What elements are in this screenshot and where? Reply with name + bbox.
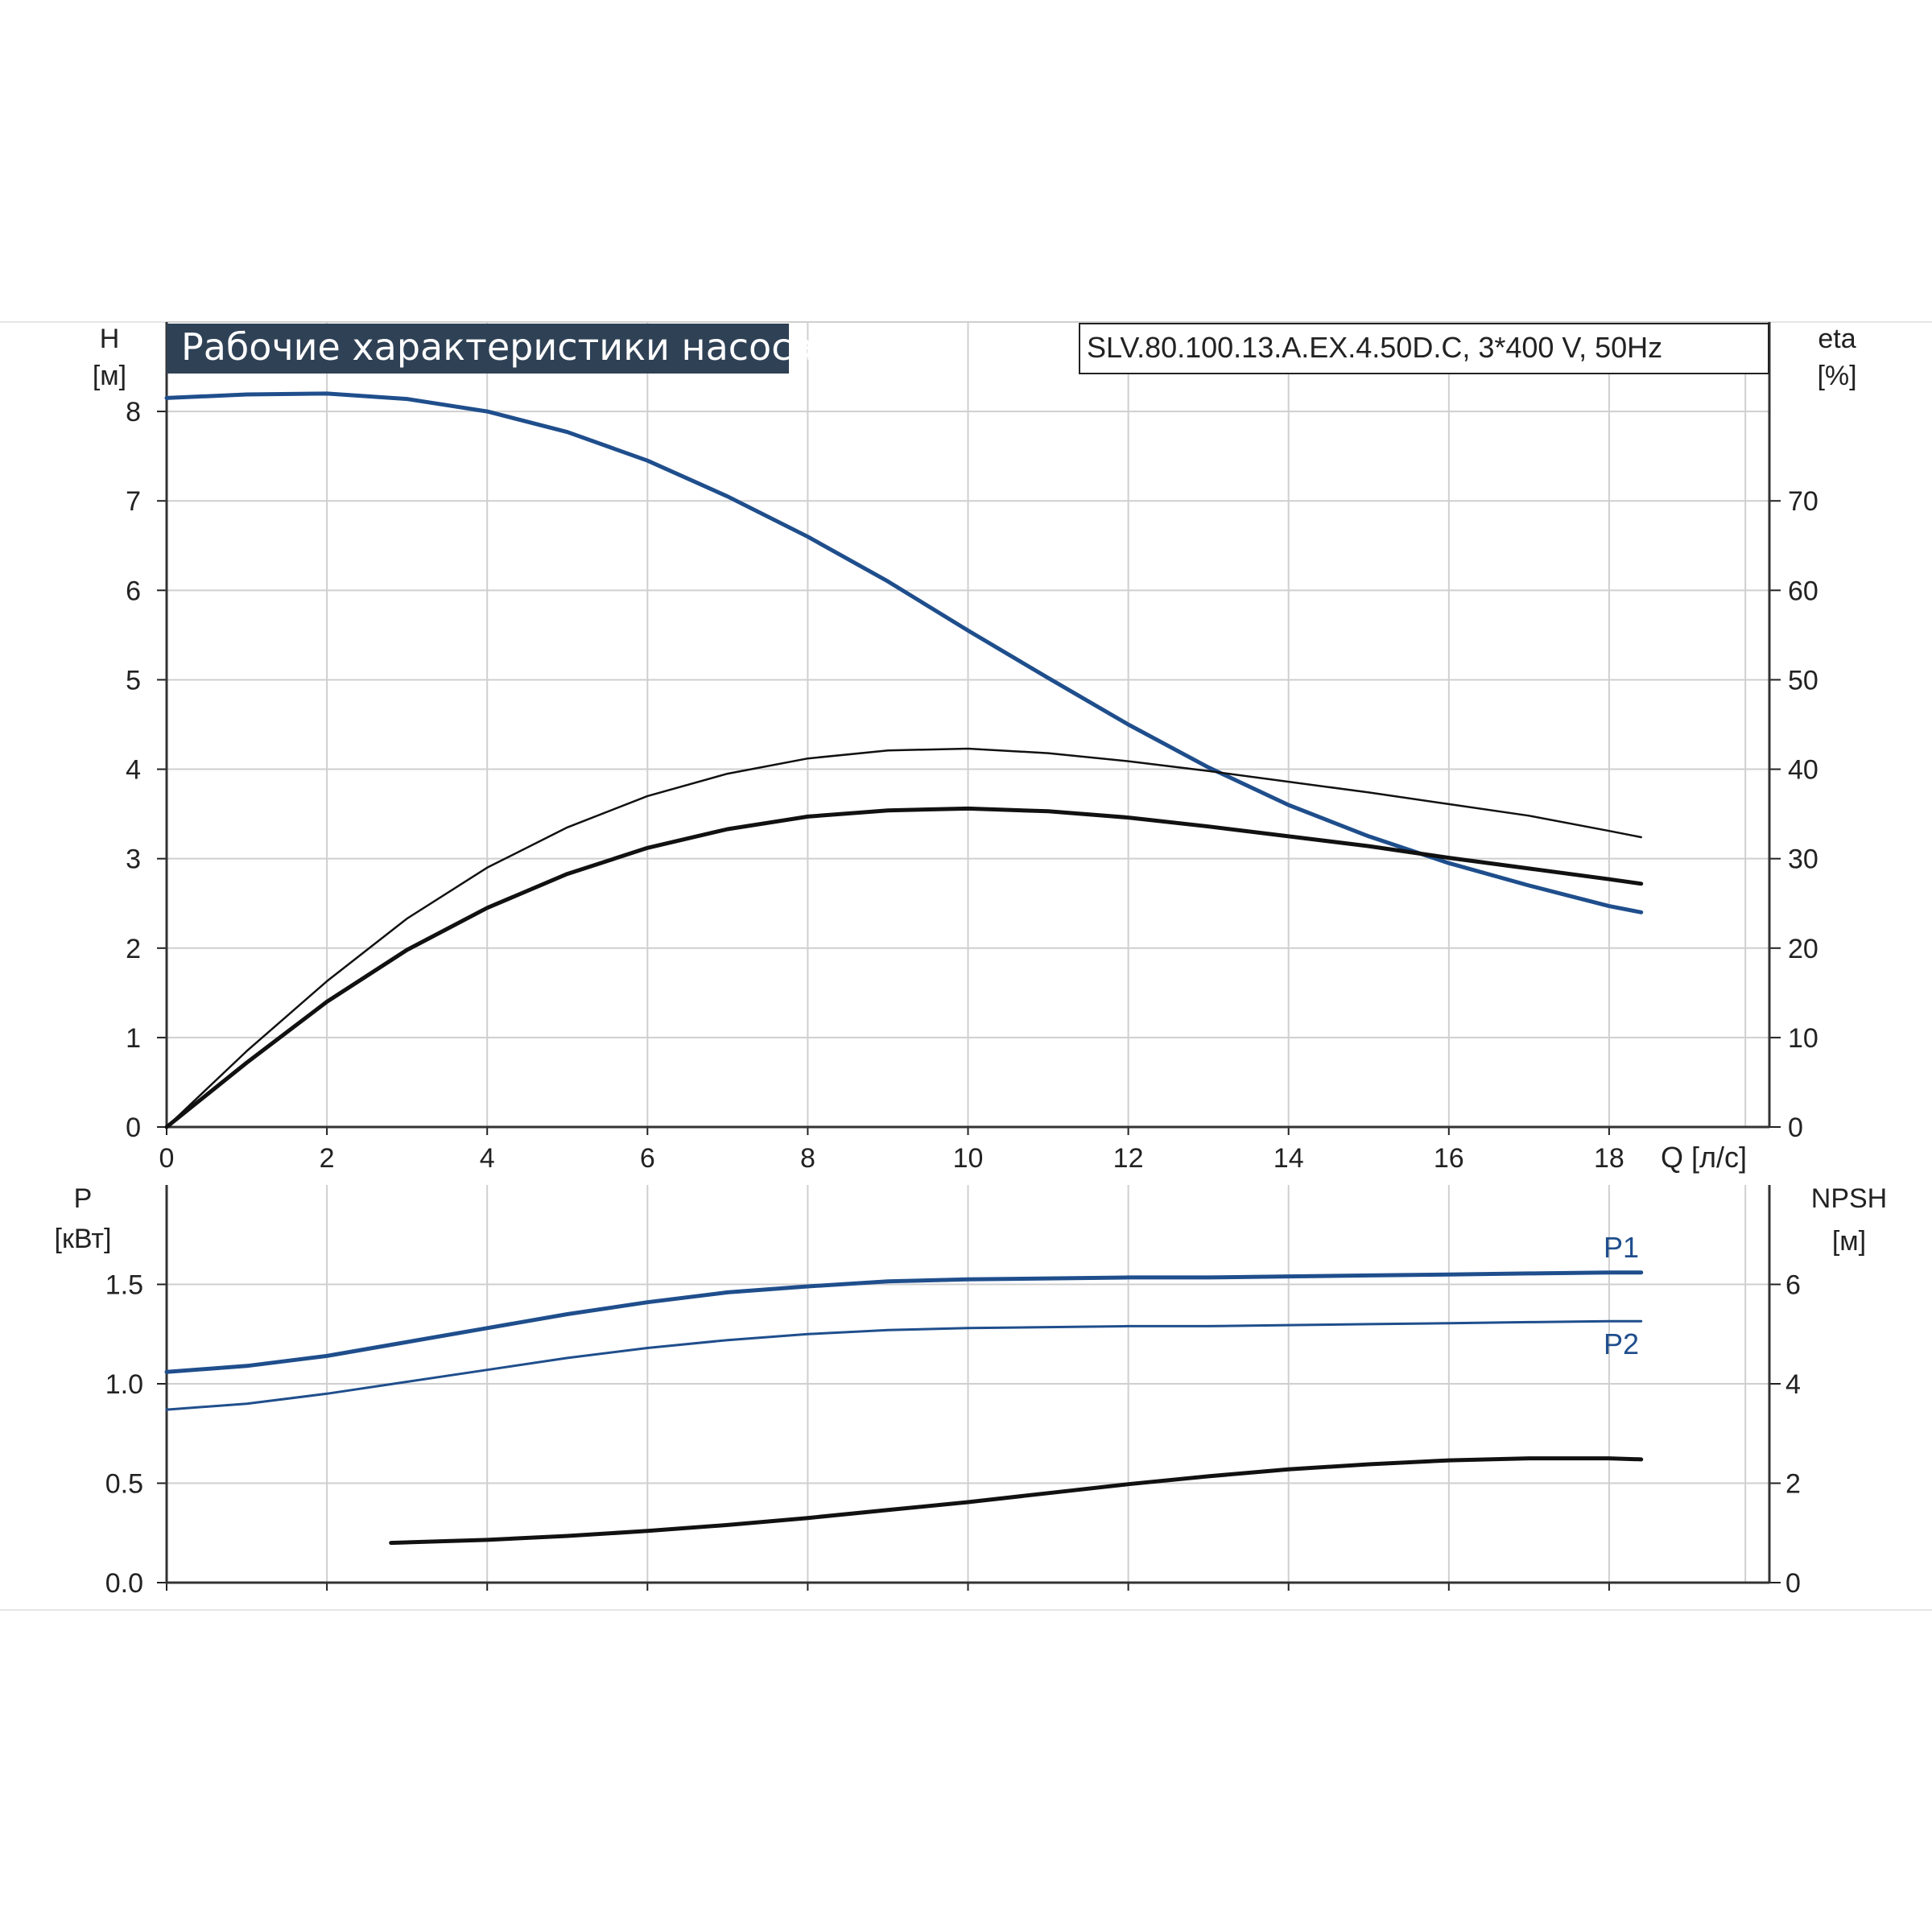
top-series [164, 391, 1644, 1129]
power-npsh-panel: 0.0 0.5 1.0 1.5 0 2 4 6 P [кВт] NPSH [м] P1 P2 [55, 1183, 1888, 1599]
efficiency-thick-curve-line [164, 806, 1644, 1129]
top-grid [166, 321, 1769, 1127]
p1-series-label: P1 [1604, 1231, 1639, 1264]
npsh-axis-label-name: NPSH [1811, 1183, 1887, 1214]
x-tick-label: 18 [1594, 1143, 1624, 1174]
x-tick-label: 14 [1274, 1143, 1304, 1174]
x-tick-label: 0 [159, 1143, 175, 1174]
p2-series-label: P2 [1604, 1327, 1639, 1360]
efficiency-thin-curve-line [165, 747, 1642, 1129]
bottom-axes [157, 1185, 1781, 1591]
y2-tick-label: 60 [1788, 576, 1818, 606]
p1-power-curve-line [164, 1270, 1644, 1374]
y-tick-label: 8 [126, 397, 141, 427]
x-tick-label: 4 [480, 1143, 495, 1174]
y2-tick-label: 50 [1788, 665, 1818, 696]
bottom-grid [166, 1185, 1769, 1583]
bottom-tick-labels: 0.0 0.5 1.0 1.5 0 2 4 6 [105, 1270, 1801, 1600]
p2-power-curve-line [165, 1319, 1643, 1411]
title-box [167, 324, 789, 374]
x-tick-label: 16 [1434, 1143, 1464, 1174]
y-axis-label-unit: [м] [93, 361, 126, 391]
npsh-tick-label: 4 [1785, 1369, 1801, 1400]
y-axis-label-name: H [100, 324, 120, 354]
y-tick-label: 4 [126, 755, 141, 786]
p-tick-label: 1.0 [105, 1369, 143, 1400]
y2-tick-label: 10 [1788, 1023, 1818, 1054]
head-efficiency-panel: 0 2 4 6 8 10 12 14 16 18012345678010203040506070 … [93, 321, 1857, 1174]
npsh-tick-label: 2 [1785, 1469, 1801, 1500]
p-axis-label-name: P [74, 1183, 93, 1214]
y2-tick-label: 20 [1788, 934, 1818, 964]
y2-axis-label-name: eta [1818, 324, 1856, 354]
y2-tick-label: 40 [1788, 755, 1818, 786]
npsh-curve-line [389, 1456, 1644, 1546]
x-axis-label: Q [л/с] [1661, 1141, 1747, 1174]
chart-title: Рабочие характеристики насоса [181, 325, 815, 369]
y-tick-label: 6 [126, 576, 141, 606]
y-tick-label: 0 [126, 1113, 141, 1143]
y-tick-label: 3 [126, 844, 141, 875]
y2-tick-label: 30 [1788, 844, 1818, 875]
p-tick-label: 0.0 [105, 1568, 143, 1599]
npsh-tick-label: 0 [1785, 1568, 1801, 1599]
model-box [1079, 323, 1769, 374]
head-curve-line [164, 391, 1644, 914]
p-axis-label-unit: [кВт] [55, 1224, 112, 1254]
bottom-series [164, 1270, 1644, 1546]
y-tick-label: 5 [126, 665, 141, 696]
y2-tick-label: 70 [1788, 486, 1818, 517]
x-tick-label: 10 [953, 1143, 984, 1174]
x-tick-label: 6 [640, 1143, 655, 1174]
y-tick-label: 7 [126, 486, 141, 517]
y-tick-label: 2 [126, 934, 141, 964]
npsh-tick-label: 6 [1785, 1270, 1801, 1301]
x-tick-label: 2 [320, 1143, 335, 1174]
y2-axis-label-unit: [%] [1817, 361, 1856, 391]
x-tick-label: 12 [1113, 1143, 1144, 1174]
npsh-axis-label-unit: [м] [1832, 1226, 1866, 1257]
x-tick-label: 8 [800, 1143, 815, 1174]
model-subtitle: SLV.80.100.13.A.EX.4.50D.C, 3*400 V, 50H… [1087, 331, 1662, 364]
p-tick-label: 1.5 [105, 1270, 143, 1301]
y2-tick-label: 0 [1788, 1113, 1803, 1143]
y-tick-label: 1 [126, 1023, 141, 1054]
p-tick-label: 0.5 [105, 1469, 143, 1500]
